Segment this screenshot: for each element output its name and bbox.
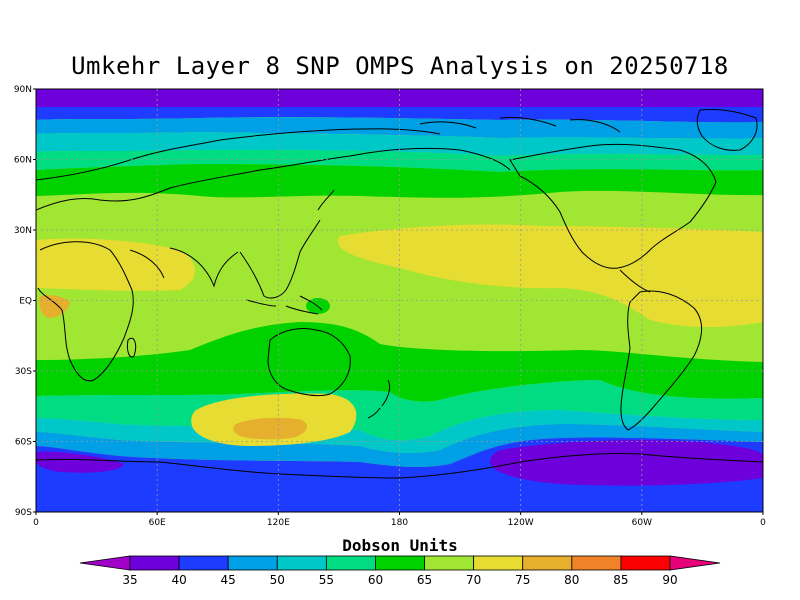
colorbar-label: 35 xyxy=(122,573,137,587)
colorbar-swatch xyxy=(375,555,425,571)
colorbar-label: 75 xyxy=(515,573,530,587)
purple-south-west xyxy=(36,451,124,473)
colorbar-swatch xyxy=(325,555,376,571)
band-south-50 xyxy=(36,424,763,468)
longitude-labels: 0 60E 120E 180 120W 60W 0 xyxy=(33,512,766,528)
colorbar-label: 40 xyxy=(171,573,186,587)
yellow-pacific xyxy=(338,224,763,328)
purple-south-east xyxy=(489,440,763,486)
colorbar-label: 80 xyxy=(564,573,579,587)
latitude-tick-label: EQ xyxy=(19,297,32,307)
latitude-tick-label: 90N xyxy=(14,85,32,95)
colorbar-swatch xyxy=(424,555,475,571)
latitude-tick-label: 30S xyxy=(15,367,32,377)
latitude-tick-label: 60N xyxy=(14,156,32,166)
colorbar-max-arrow xyxy=(669,555,721,571)
colorbar-swatch xyxy=(129,555,180,571)
colorbar: 35 40 45 50 55 60 65 70 75 80 85 90 xyxy=(79,555,721,587)
colorbar-swatch xyxy=(522,555,573,571)
colorbar-swatch xyxy=(276,555,327,571)
band-south-65 xyxy=(36,322,763,402)
longitude-tick-label: 120E xyxy=(267,518,290,528)
colorbar-swatch xyxy=(571,555,622,571)
colorbar-min-arrow xyxy=(79,555,131,571)
longitude-tick-label: 0 xyxy=(760,518,766,528)
orange-south-indian xyxy=(233,417,307,440)
colorbar-swatch xyxy=(178,555,229,571)
colorbar-label: 55 xyxy=(319,573,334,587)
latitude-labels: 90N 60N 30N EQ 30S 60S 90S xyxy=(14,85,36,518)
colorbar-label: 85 xyxy=(613,573,628,587)
colorbar-swatch xyxy=(620,555,671,571)
colorbar-label: 70 xyxy=(466,573,481,587)
colorbar-label: 45 xyxy=(221,573,236,587)
longitude-tick-label: 0 xyxy=(33,518,39,528)
longitude-tick-label: 60W xyxy=(632,518,652,528)
colorbar-label: 65 xyxy=(417,573,432,587)
green-australia xyxy=(263,333,354,387)
latitude-tick-label: 90S xyxy=(15,508,32,518)
gridlines xyxy=(36,89,763,512)
longitude-tick-label: 180 xyxy=(391,518,408,528)
band-north-50 xyxy=(36,117,763,139)
band-north-40 xyxy=(36,89,763,107)
colorbar-swatch xyxy=(473,555,524,571)
latitude-tick-label: 30N xyxy=(14,226,32,236)
latitude-tick-label: 60S xyxy=(15,438,32,448)
longitude-tick-label: 120W xyxy=(508,518,534,528)
yellow-africa xyxy=(36,238,195,291)
map-title: Umkehr Layer 8 SNP OMPS Analysis on 2025… xyxy=(71,52,729,80)
colorbar-title: Dobson Units xyxy=(342,536,458,555)
coastlines xyxy=(36,109,763,479)
colorbar-label: 60 xyxy=(368,573,383,587)
colorbar-label: 50 xyxy=(270,573,285,587)
colorbar-swatch xyxy=(227,555,278,571)
colorbar-label: 90 xyxy=(662,573,677,587)
longitude-tick-label: 60E xyxy=(149,518,166,528)
